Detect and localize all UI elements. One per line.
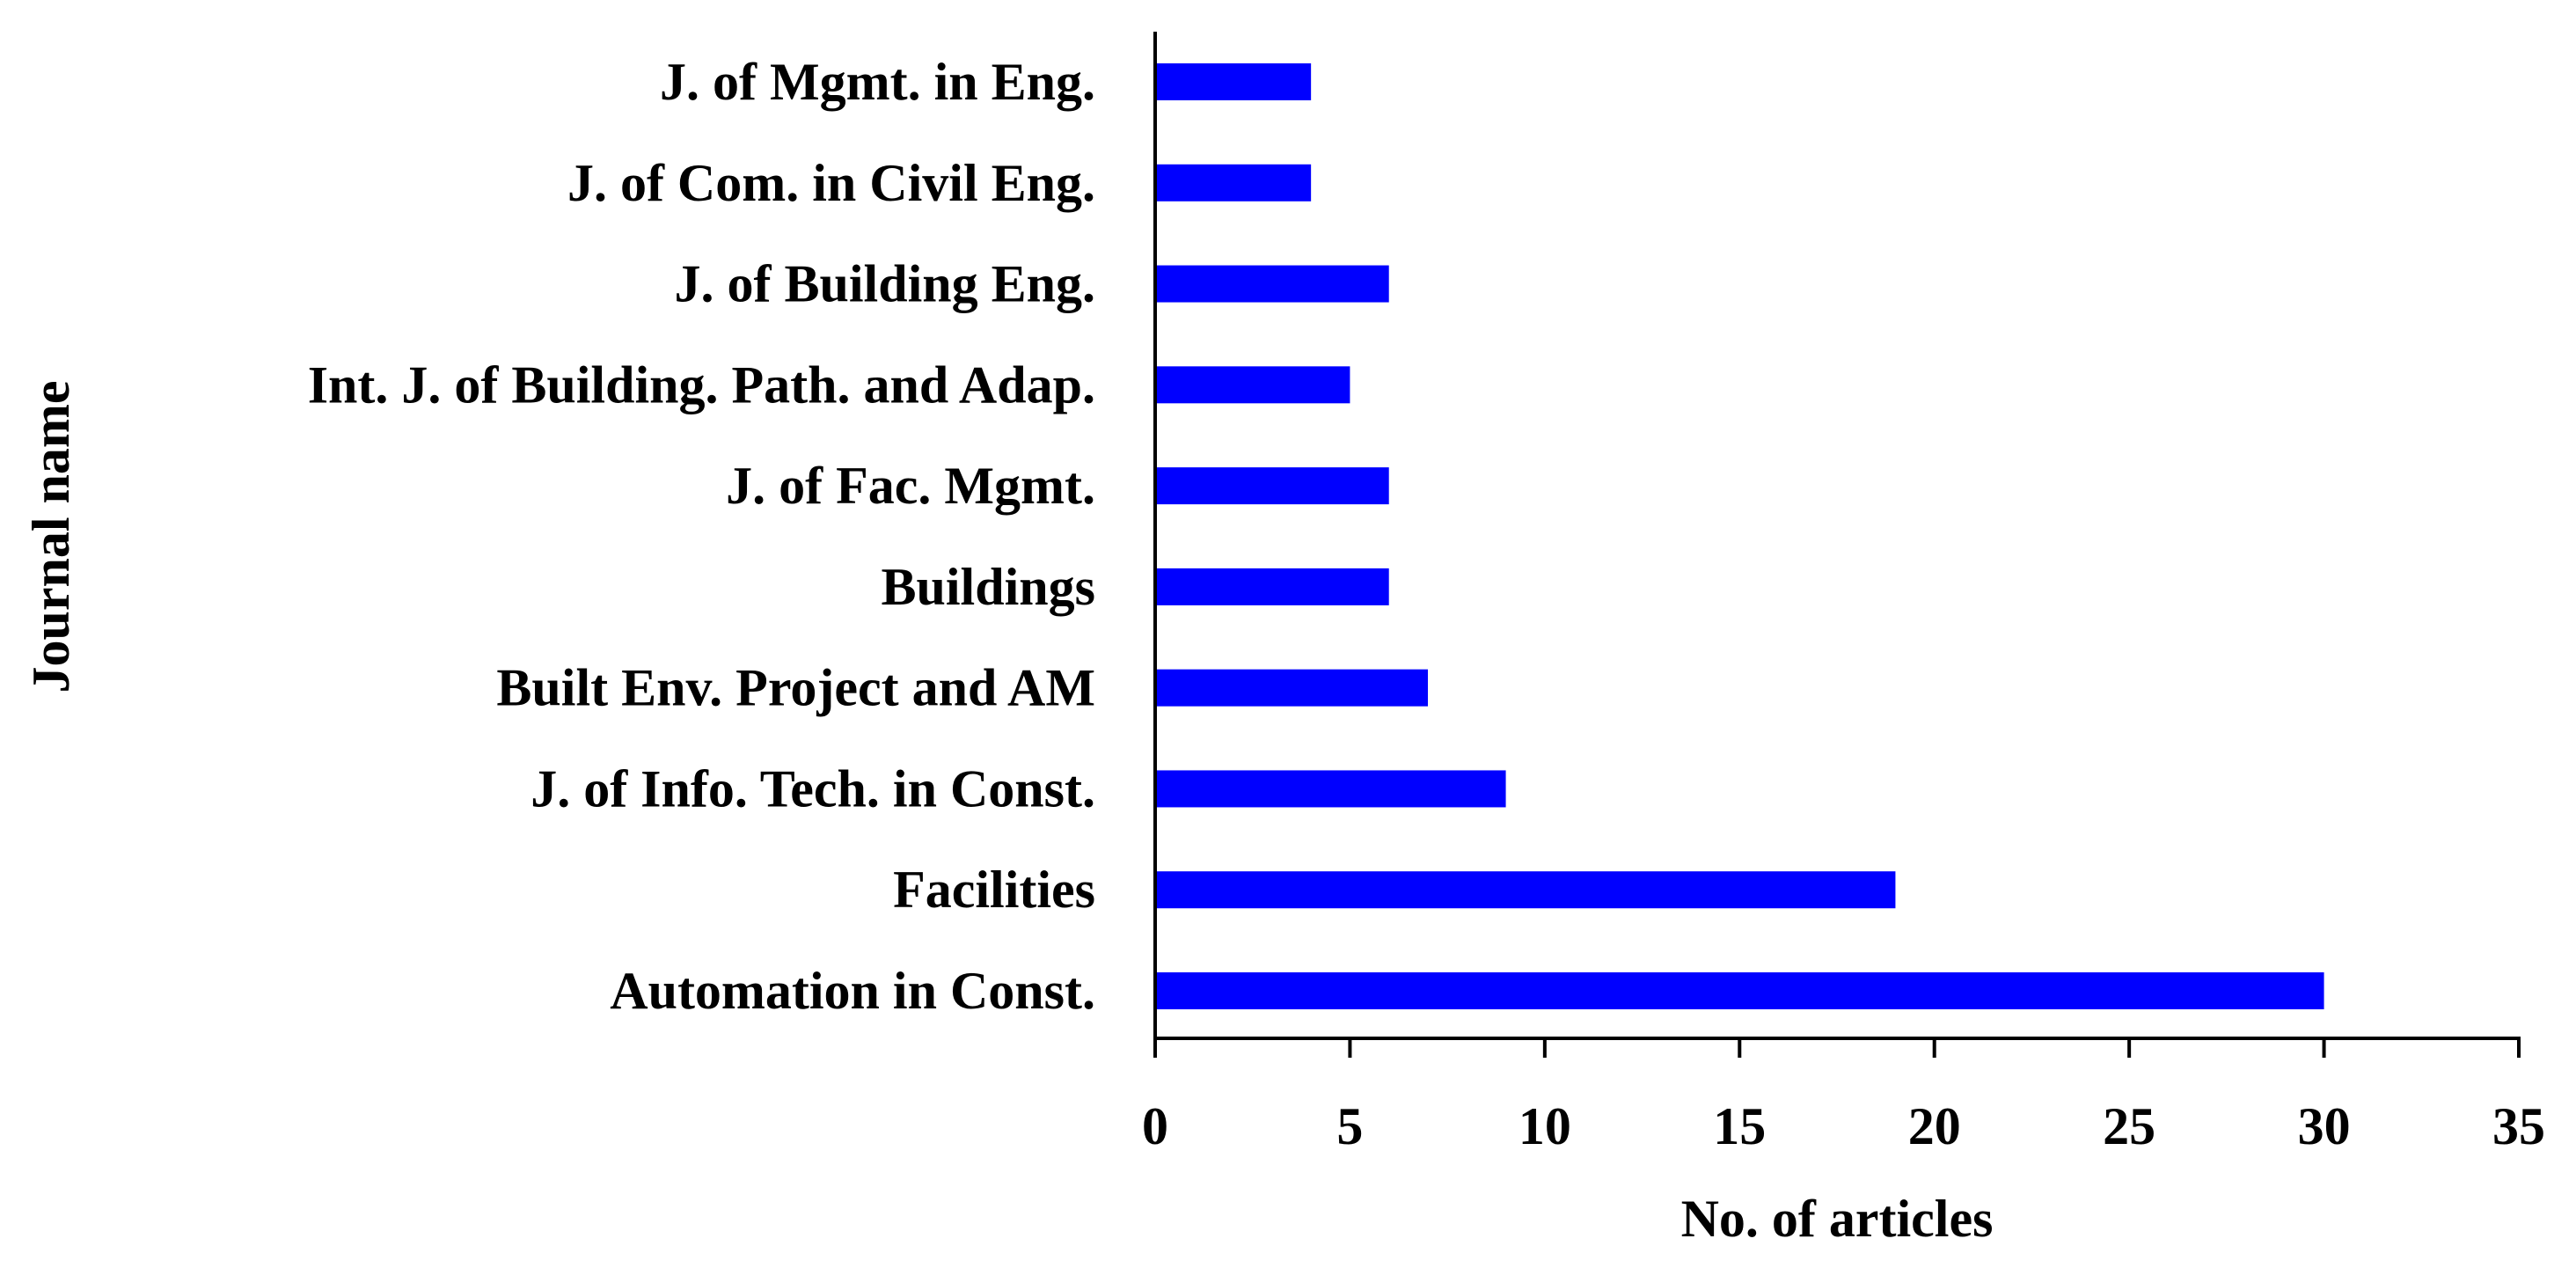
category-label: J. of Com. in Civil Eng. — [567, 154, 1095, 212]
x-tick-label: 15 — [1713, 1097, 1766, 1155]
x-tick-label: 20 — [1908, 1097, 1961, 1155]
x-tick-label: 0 — [1142, 1097, 1168, 1155]
category-label: Built Env. Project and AM — [496, 659, 1095, 717]
bar — [1155, 63, 1312, 100]
bar — [1155, 366, 1350, 404]
category-label: J. of Info. Tech. in Const. — [531, 759, 1095, 817]
category-label: J. of Building Eng. — [674, 255, 1095, 313]
category-label: Int. J. of Building. Path. and Adap. — [308, 355, 1095, 414]
bar — [1155, 265, 1389, 303]
category-label: J. of Mgmt. in Eng. — [660, 53, 1095, 111]
x-tick-label: 5 — [1336, 1097, 1363, 1155]
category-label: Automation in Const. — [610, 962, 1095, 1020]
bar — [1155, 568, 1389, 605]
bar — [1155, 467, 1389, 505]
axes-layer — [1153, 32, 2521, 1040]
ticks-layer: 0 5 10 15 20 25 30 35 — [1142, 1038, 2545, 1155]
bar — [1155, 669, 1428, 707]
x-axis-title: No. of articles — [1681, 1190, 1994, 1248]
x-tick-label: 35 — [2492, 1097, 2545, 1155]
x-tick-label: 10 — [1519, 1097, 1571, 1155]
category-label: J. of Fac. Mgmt. — [726, 457, 1095, 515]
x-tick-label: 30 — [2298, 1097, 2351, 1155]
bar — [1155, 164, 1312, 202]
bar — [1155, 871, 1896, 909]
bars-layer — [1155, 63, 2324, 1009]
category-label: Buildings — [882, 558, 1096, 616]
bar — [1155, 770, 1506, 808]
bar — [1155, 972, 2324, 1009]
y-axis-title: Journal name — [22, 380, 80, 693]
x-tick-label: 25 — [2103, 1097, 2155, 1155]
category-label: Facilities — [893, 861, 1095, 919]
category-labels-layer: J. of Mgmt. in Eng. J. of Com. in Civil E… — [308, 53, 1095, 1020]
